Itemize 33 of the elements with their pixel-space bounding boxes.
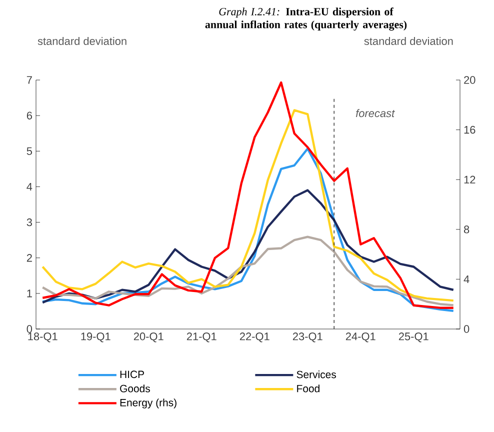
chart-title: Graph I.2.41: Intra-EU dispersion of annual inflation rates (quarterly averages)	[205, 8, 407, 31]
x-tick-label: 25-Q1	[398, 332, 428, 342]
y2-tick-label: 0	[464, 325, 470, 333]
legend-label: Energy (rhs)	[120, 398, 176, 408]
y2-tick-label: 8	[464, 226, 470, 234]
x-tick-label: 19-Q1	[81, 332, 110, 342]
annotation: forecast	[356, 109, 395, 118]
line-series	[42, 148, 454, 312]
y-tick-label: 7	[26, 76, 32, 84]
y2-axis-title: standard deviation	[364, 36, 453, 46]
x-tick-label: 22-Q1	[240, 332, 270, 342]
x-tick-label: 20-Q1	[134, 332, 164, 342]
y2-tick-label: 20	[464, 76, 476, 84]
y2-tick-label: 4	[464, 275, 470, 283]
x-tick-label: 18-Q1	[28, 332, 58, 342]
legend-label: Services	[296, 370, 336, 378]
y-tick-label: 6	[26, 112, 32, 120]
y-tick-label: 2	[26, 254, 32, 262]
y-tick-label: 5	[26, 147, 32, 155]
legend-label: HICP	[120, 370, 144, 378]
y-tick-label: 3	[26, 218, 32, 226]
line-series	[42, 236, 454, 306]
y-axis-title: standard deviation	[38, 36, 126, 46]
x-tick-label: 23-Q1	[292, 332, 322, 342]
legend-label: Food	[297, 384, 320, 392]
y-tick-label: 1	[27, 290, 32, 298]
y2-tick-label: 12	[464, 176, 476, 184]
y-tick-label: 0	[26, 325, 32, 333]
x-tick-label: 24-Q1	[346, 332, 376, 342]
x-tick-label: 21-Q1	[186, 332, 216, 342]
legend-label: Goods	[120, 384, 150, 392]
y-tick-label: 4	[26, 182, 32, 190]
y2-tick-label: 16	[464, 126, 476, 134]
